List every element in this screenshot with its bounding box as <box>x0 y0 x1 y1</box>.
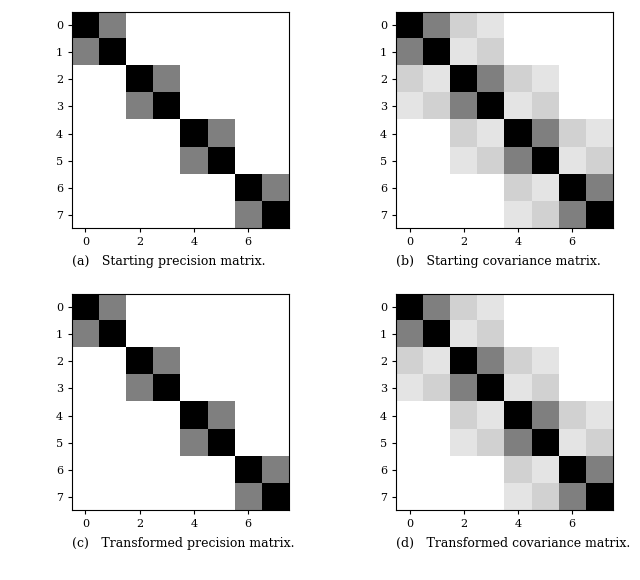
Text: (c) Transformed precision matrix.: (c) Transformed precision matrix. <box>72 536 294 549</box>
Text: (b) Starting covariance matrix.: (b) Starting covariance matrix. <box>396 255 601 267</box>
Text: (d) Transformed covariance matrix.: (d) Transformed covariance matrix. <box>396 536 630 549</box>
Text: (a) Starting precision matrix.: (a) Starting precision matrix. <box>72 255 266 267</box>
